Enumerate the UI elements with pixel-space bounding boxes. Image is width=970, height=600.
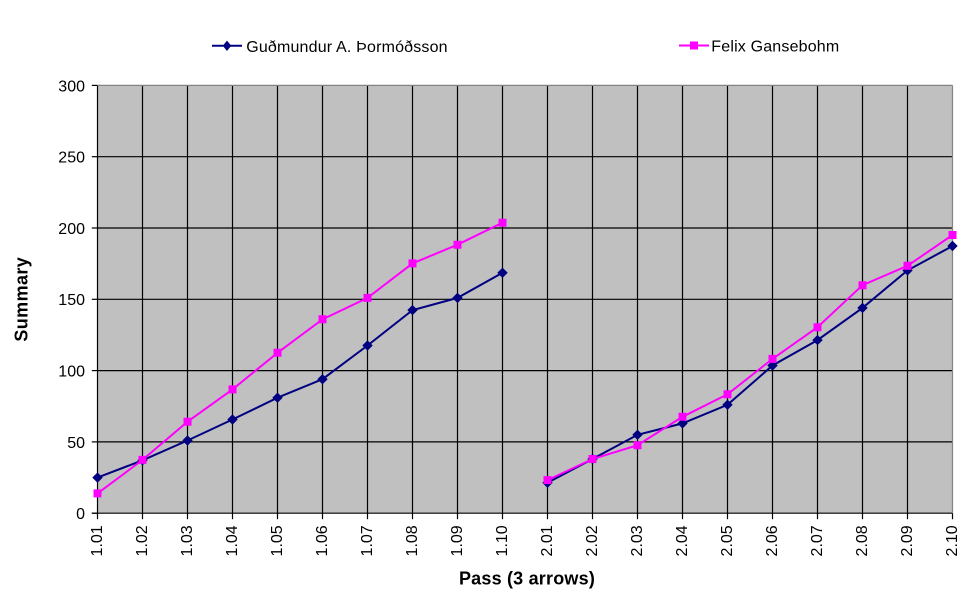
svg-text:2.09: 2.09 bbox=[899, 525, 916, 556]
svg-text:250: 250 bbox=[58, 150, 85, 167]
svg-text:2.07: 2.07 bbox=[809, 525, 826, 556]
svg-text:0: 0 bbox=[76, 506, 85, 523]
svg-text:2.08: 2.08 bbox=[854, 525, 871, 556]
svg-text:50: 50 bbox=[67, 435, 85, 452]
svg-text:Guðmundur A. Þormóðsson: Guðmundur A. Þormóðsson bbox=[246, 39, 448, 56]
svg-text:Pass (3 arrows): Pass (3 arrows) bbox=[459, 569, 595, 589]
svg-text:1.09: 1.09 bbox=[449, 525, 466, 556]
svg-text:1.05: 1.05 bbox=[269, 525, 286, 556]
svg-text:Felix Gansebohm: Felix Gansebohm bbox=[711, 39, 839, 56]
svg-text:2.01: 2.01 bbox=[539, 525, 556, 556]
svg-text:1.08: 1.08 bbox=[404, 525, 421, 556]
svg-text:2.06: 2.06 bbox=[764, 525, 781, 556]
svg-text:2.02: 2.02 bbox=[584, 525, 601, 556]
svg-text:300: 300 bbox=[58, 78, 85, 95]
svg-text:1.02: 1.02 bbox=[134, 525, 151, 556]
svg-text:1.10: 1.10 bbox=[494, 525, 511, 556]
svg-text:1.03: 1.03 bbox=[179, 525, 196, 556]
svg-text:Summary: Summary bbox=[11, 257, 31, 342]
svg-text:2.03: 2.03 bbox=[629, 525, 646, 556]
svg-text:1.07: 1.07 bbox=[359, 525, 376, 556]
svg-text:2.05: 2.05 bbox=[719, 525, 736, 556]
svg-text:200: 200 bbox=[58, 221, 85, 238]
svg-text:150: 150 bbox=[58, 292, 85, 309]
svg-text:1.06: 1.06 bbox=[314, 525, 331, 556]
svg-text:2.10: 2.10 bbox=[944, 525, 961, 556]
svg-text:1.04: 1.04 bbox=[224, 525, 241, 556]
svg-text:1.01: 1.01 bbox=[89, 525, 106, 556]
svg-text:2.04: 2.04 bbox=[674, 525, 691, 556]
svg-text:100: 100 bbox=[58, 364, 85, 381]
